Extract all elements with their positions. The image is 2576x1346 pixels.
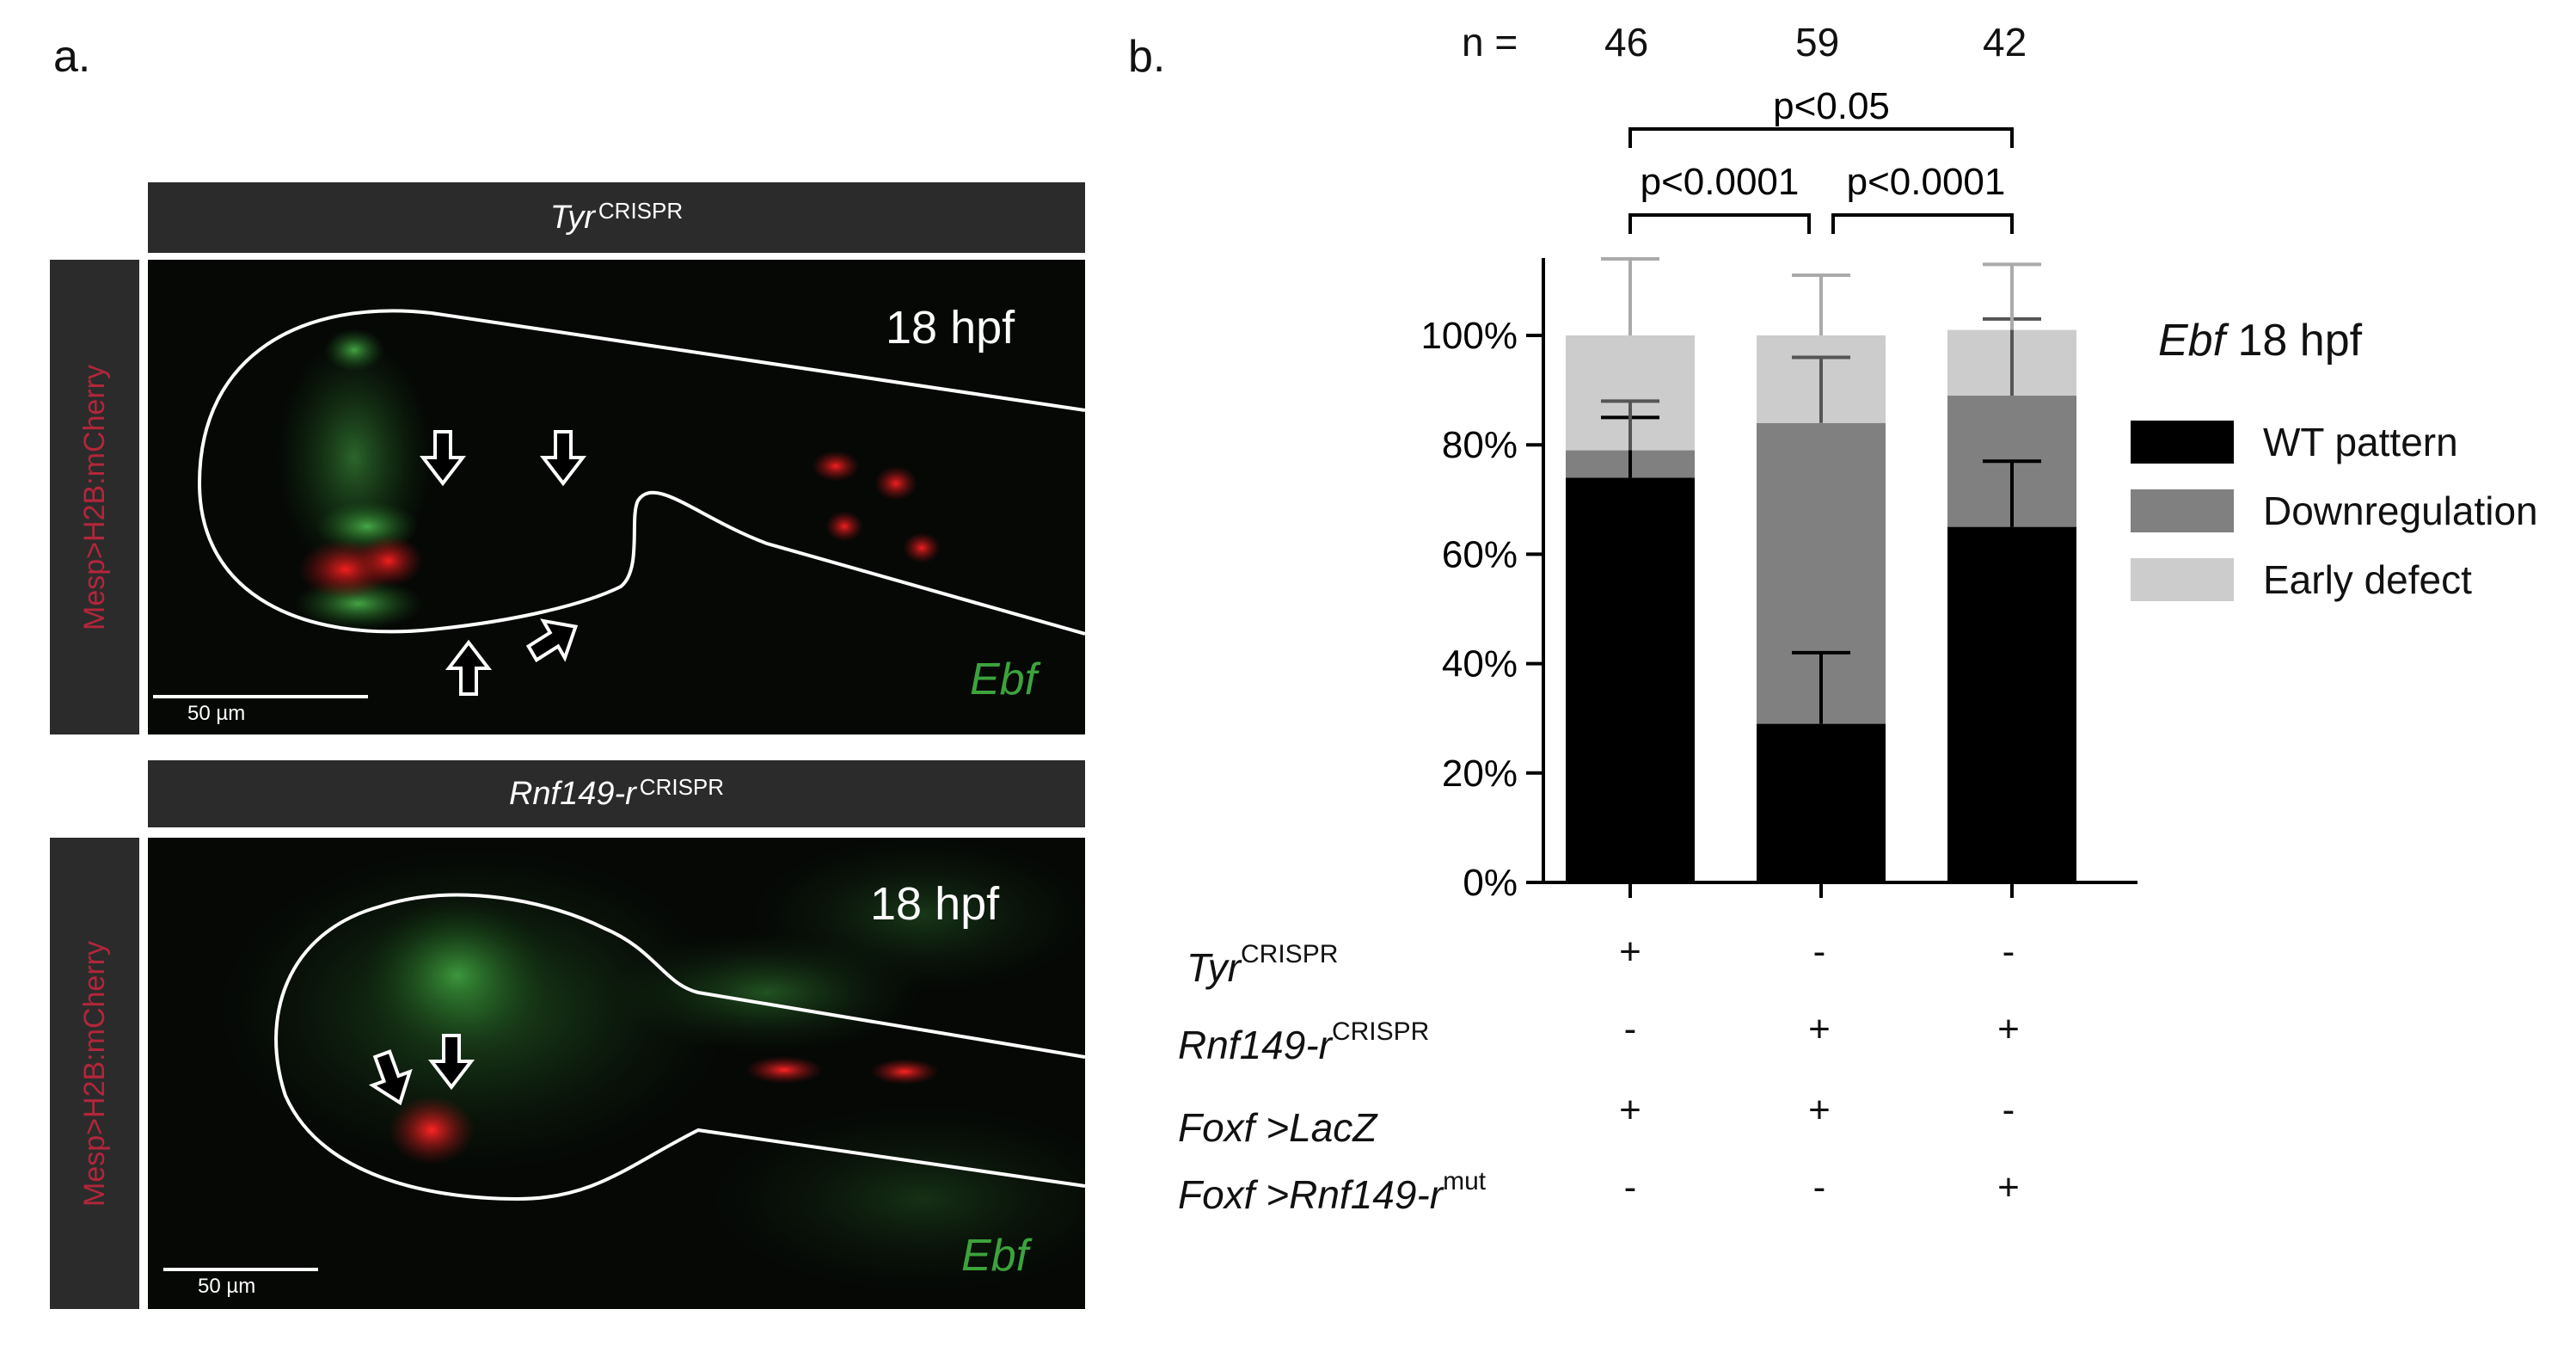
n-value-1: 46 xyxy=(1604,20,1649,65)
embryo-outline xyxy=(197,309,1085,636)
y-tick-label: 100% xyxy=(1420,315,1518,357)
image-2-stain: Ebf xyxy=(961,1231,1029,1281)
bar-segment-wt-pattern xyxy=(1947,526,2076,882)
image-2-title-sup: CRISPR xyxy=(639,773,725,800)
legend: WT pattern Downregulation Early defect xyxy=(2131,408,2538,614)
legend-title: Ebf 18 hpf xyxy=(2158,315,2362,366)
panel-a-label: a. xyxy=(53,32,91,82)
p-value-label: p<0.0001 xyxy=(1641,161,1800,203)
red-signal xyxy=(812,451,860,482)
legend-item: WT pattern xyxy=(2131,408,2538,476)
image-1-scale-label: 50 µm xyxy=(187,702,246,725)
condition-label-foxf-rnf149-mut: Foxf >Rnf149-rmut xyxy=(1178,1166,1487,1217)
y-tick-label: 60% xyxy=(1442,533,1518,575)
sign-cell: - xyxy=(2002,1089,2015,1131)
red-signal xyxy=(874,466,917,501)
image-2-title: Rnf149-r xyxy=(508,775,636,812)
legend-title-rest: 18 hpf xyxy=(2225,316,2363,366)
micrograph-1 xyxy=(148,260,1085,734)
sign-cell: - xyxy=(2002,931,2015,973)
n-prefix: n = xyxy=(1462,20,1518,65)
bar-segment-wt-pattern xyxy=(1757,723,1886,882)
arrow-icon xyxy=(419,430,587,696)
legend-item: Early defect xyxy=(2131,545,2538,614)
p-value-label: p<0.0001 xyxy=(1847,161,2006,203)
red-signal xyxy=(745,1056,823,1084)
image-1-title: Tyr xyxy=(549,199,595,236)
legend-label: Early defect xyxy=(2263,557,2472,602)
y-tick-label: 0% xyxy=(1463,862,1518,904)
legend-title-italic: Ebf xyxy=(2158,316,2226,366)
significance-brackets xyxy=(1628,127,2014,234)
sign-cell: - xyxy=(1623,1008,1637,1050)
red-signal xyxy=(903,532,941,563)
condition-label-foxf-lacz: Foxf >LacZ xyxy=(1178,1105,1377,1150)
image-2-side-label: Mesp>H2B:mCherry xyxy=(50,838,139,1309)
y-tick-label: 20% xyxy=(1442,753,1518,795)
red-signal xyxy=(354,535,423,587)
green-signal xyxy=(707,1104,1085,1294)
image-1-time: 18 hpf xyxy=(886,302,1015,353)
image-1-title-sup: CRISPR xyxy=(598,197,684,224)
red-signal xyxy=(389,1096,475,1165)
bar-segment-wt-pattern xyxy=(1566,477,1695,882)
micrograph-2 xyxy=(148,838,1085,1309)
red-signal xyxy=(825,511,863,542)
n-value-3: 42 xyxy=(1983,20,2027,65)
y-tick-label: 80% xyxy=(1442,424,1518,466)
sign-cell: + xyxy=(1808,1008,1831,1050)
sign-cell: - xyxy=(1623,1166,1637,1208)
legend-swatch xyxy=(2131,489,2234,532)
green-signal xyxy=(750,838,1085,993)
sign-cell: + xyxy=(1619,1089,1641,1131)
p-value-label: p<0.05 xyxy=(1773,85,1890,127)
embryo-outline xyxy=(274,893,1085,1202)
image-1-stain: Ebf xyxy=(970,655,1038,704)
image-2-scale-label: 50 µm xyxy=(198,1275,256,1298)
sign-cell: - xyxy=(1812,931,1826,973)
sign-cell: + xyxy=(1808,1089,1831,1131)
legend-item: Downregulation xyxy=(2131,476,2538,545)
image-2-time: 18 hpf xyxy=(870,878,1000,930)
condition-label-rnf149: Rnf149-rCRISPR xyxy=(1178,1017,1430,1067)
panel-b-label: b. xyxy=(1128,32,1166,82)
green-signal xyxy=(363,898,552,1053)
green-signal xyxy=(324,329,384,372)
image-2-title-bar: Rnf149-r CRISPR xyxy=(148,760,1085,827)
image-1-scale-bar xyxy=(153,695,368,698)
n-value-2: 59 xyxy=(1795,20,1840,65)
bracket-p0001-right xyxy=(1831,213,2014,234)
sign-cell: + xyxy=(1619,931,1641,973)
legend-label: Downregulation xyxy=(2263,489,2538,533)
bracket-p0001-left xyxy=(1628,213,1811,234)
legend-swatch xyxy=(2131,558,2234,601)
image-1-side-label: Mesp>H2B:mCherry xyxy=(50,260,139,734)
image-2-scale-bar xyxy=(163,1268,318,1271)
sign-cell: + xyxy=(1997,1008,2020,1050)
image-1-title-bar: Tyr CRISPR xyxy=(148,182,1085,253)
arrow-icon xyxy=(368,1034,475,1106)
legend-label: WT pattern xyxy=(2263,420,2458,464)
sign-cell: - xyxy=(1812,1166,1826,1208)
condition-label-tyr: TyrCRISPR xyxy=(1187,939,1339,990)
legend-swatch xyxy=(2131,421,2234,464)
y-tick-label: 40% xyxy=(1442,643,1518,685)
red-signal xyxy=(870,1059,939,1085)
sign-cell: + xyxy=(1997,1166,2020,1208)
bracket-p05 xyxy=(1628,127,2014,148)
